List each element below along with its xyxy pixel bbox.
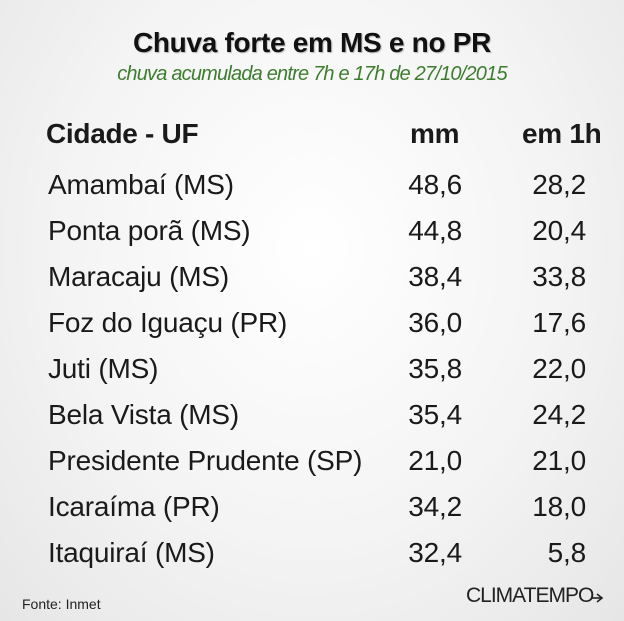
mm-cell: 44,8 <box>408 215 462 246</box>
city-cell: Ponta porã (MS) <box>48 215 251 246</box>
climatempo-logo: CLIMATEMPO <box>466 584 594 607</box>
1h-cell: 21,0 <box>532 445 586 476</box>
page-title: Chuva forte em MS e no PR <box>132 27 492 58</box>
city-cell: Maracaju (MS) <box>48 261 229 292</box>
1h-cell: 5,8 <box>547 537 587 568</box>
column-header-city: Cidade - UF <box>46 118 199 149</box>
city-cell: Amambaí (MS) <box>48 169 234 200</box>
mm-cell: 38,4 <box>408 261 462 292</box>
logo-arrow-icon <box>592 593 604 603</box>
1h-cell: 18,0 <box>532 491 586 522</box>
mm-cell: 35,8 <box>408 353 462 384</box>
1h-cell: 20,4 <box>532 215 586 246</box>
mm-cell: 48,6 <box>408 169 462 200</box>
city-cell: Juti (MS) <box>48 353 159 384</box>
mm-cell: 34,2 <box>408 491 462 522</box>
mm-cell: 32,4 <box>408 537 462 568</box>
city-cell: Presidente Prudente (SP) <box>48 445 363 476</box>
table-row: Itaquiraí (MS) 32,4 5,8 <box>0 534 624 580</box>
table-row: Foz do Iguaçu (PR) 36,0 17,6 <box>0 304 624 350</box>
1h-cell: 17,6 <box>532 307 586 338</box>
table-row: Ponta porã (MS) 44,8 20,4 <box>0 212 624 258</box>
source-note: Fonte: Inmet <box>22 596 101 612</box>
table-row: Amambaí (MS) 48,6 28,2 <box>0 166 624 212</box>
table-row: Presidente Prudente (SP) 21,0 21,0 <box>0 442 624 488</box>
column-header-mm: mm <box>410 118 460 149</box>
city-cell: Bela Vista (MS) <box>48 399 239 430</box>
column-header-1h: em 1h <box>522 118 602 149</box>
1h-cell: 28,2 <box>532 169 586 200</box>
1h-cell: 24,2 <box>532 399 586 430</box>
city-cell: Icaraíma (PR) <box>48 491 220 522</box>
1h-cell: 33,8 <box>532 261 586 292</box>
city-cell: Itaquiraí (MS) <box>48 537 215 568</box>
mm-cell: 36,0 <box>408 307 462 338</box>
mm-cell: 35,4 <box>408 399 462 430</box>
table-row: Juti (MS) 35,8 22,0 <box>0 350 624 396</box>
table-row: Icaraíma (PR) 34,2 18,0 <box>0 488 624 534</box>
mm-cell: 21,0 <box>408 445 462 476</box>
table-row: Maracaju (MS) 38,4 33,8 <box>0 258 624 304</box>
city-cell: Foz do Iguaçu (PR) <box>48 307 288 338</box>
page-subtitle: chuva acumulada entre 7h e 17h de 27/10/… <box>117 63 507 85</box>
rain-table: Amambaí (MS) 48,6 28,2 Ponta porã (MS) 4… <box>0 166 624 580</box>
table-row: Bela Vista (MS) 35,4 24,2 <box>0 396 624 442</box>
1h-cell: 22,0 <box>532 353 586 384</box>
